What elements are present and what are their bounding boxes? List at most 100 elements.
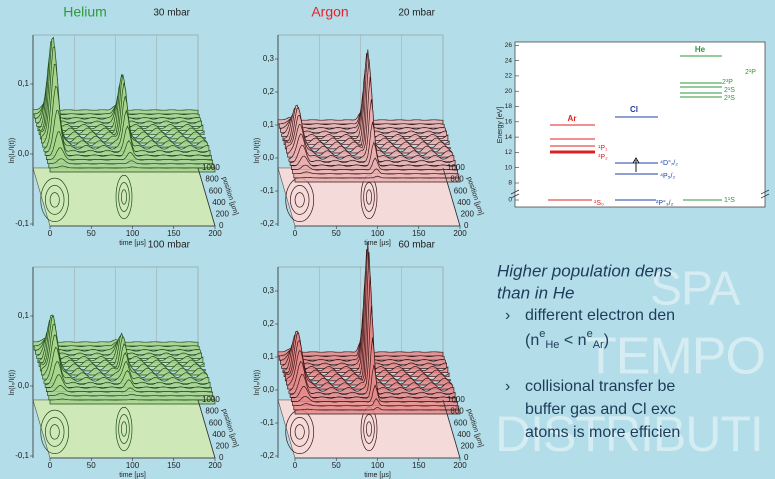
- x-tick-label: 0: [48, 229, 53, 238]
- depth-tick-label: 400: [212, 430, 226, 439]
- level-label: 2³S: [724, 95, 735, 102]
- y-tick-label: -0,2: [260, 219, 274, 228]
- depth-tick-label: 800: [205, 175, 219, 184]
- panel-pressure: 100 mbar: [148, 240, 191, 251]
- x-tick-label: 200: [208, 229, 222, 238]
- formula-part: He: [545, 339, 559, 351]
- y-axis-label: ln(I₀/I(t)): [9, 370, 16, 395]
- x-tick-label: 0: [293, 461, 298, 470]
- depth-tick-label: 400: [212, 198, 226, 207]
- bullet-text: atoms is more efficien: [525, 424, 680, 441]
- depth-tick-label: 1000: [447, 395, 465, 404]
- depth-tick-label: 600: [454, 186, 468, 195]
- depth-tick-label: 800: [205, 407, 219, 416]
- level-label: ³P₂: [598, 154, 608, 161]
- bullet-mark: ›: [505, 307, 510, 324]
- x-tick-label: 100: [371, 229, 385, 238]
- bullet-mark: ›: [505, 378, 510, 395]
- x-axis-label: time [µs]: [119, 472, 146, 479]
- floor: [33, 400, 215, 458]
- slide: SPATEMPODISTRIBUTI-0,10,00,1ln(I₀/I(t))0…: [0, 0, 775, 479]
- x-tick-label: 0: [48, 461, 53, 470]
- species-label: Ar: [568, 114, 577, 123]
- level-label: ²P°₃/₂: [656, 199, 674, 207]
- y-tick-label: 0,1: [263, 120, 275, 129]
- depth-tick-label: 600: [454, 418, 468, 427]
- level-label: 2¹S: [724, 87, 735, 94]
- y-tick-label: 0,1: [263, 352, 275, 361]
- depth-tick-label: 0: [464, 453, 469, 462]
- depth-tick-label: 1000: [202, 163, 220, 172]
- waterfall-curve: [50, 399, 215, 404]
- species-label: Cl: [630, 105, 638, 114]
- y-tick-label: 14: [505, 134, 513, 141]
- depth-tick-label: 200: [461, 210, 475, 219]
- heading: than in He: [497, 283, 575, 302]
- y-axis-label: ln(I₀/I(t)): [9, 138, 16, 163]
- y-tick-label: 24: [505, 57, 513, 64]
- formula-part: Ar: [593, 339, 604, 351]
- y-axis-label: ln(I₀/I(t)): [254, 138, 261, 163]
- y-tick-label: 0,2: [263, 87, 275, 96]
- formula-part: (n: [525, 332, 539, 349]
- depth-tick-label: 200: [461, 442, 475, 451]
- x-tick-label: 50: [87, 229, 96, 238]
- y-tick-label: 0,0: [263, 153, 275, 162]
- bullet-text: collisional transfer be: [525, 378, 675, 395]
- page: {"panels": [ {"gas": "Helium", "pressure…: [0, 0, 775, 479]
- y-tick-label: 0,0: [18, 149, 30, 158]
- x-tick-label: 150: [412, 461, 426, 470]
- species-label: He: [695, 45, 706, 54]
- y-tick-label: 16: [505, 119, 513, 126]
- y-tick-label: 0,0: [18, 381, 30, 390]
- heading: Higher population dens: [497, 261, 672, 280]
- depth-tick-label: 1000: [202, 395, 220, 404]
- level-label: ⁴P₅/₂: [660, 173, 675, 180]
- level-label: 1¹S: [724, 197, 735, 204]
- y-tick-label: 18: [505, 103, 513, 110]
- depth-tick-label: 600: [209, 186, 223, 195]
- x-tick-label: 100: [126, 229, 140, 238]
- depth-tick-label: 400: [457, 198, 471, 207]
- x-tick-label: 150: [412, 229, 426, 238]
- level-label: ⁴D°₇/₂: [660, 159, 678, 167]
- y-tick-label: -0,1: [15, 451, 29, 460]
- level-label: 2³P: [722, 79, 733, 86]
- depth-tick-label: 0: [219, 221, 224, 230]
- formula-part: ): [604, 332, 609, 349]
- panel-title: Argon: [311, 4, 348, 20]
- x-tick-label: 200: [453, 229, 467, 238]
- y-tick-label: 10: [505, 164, 513, 171]
- x-tick-label: 150: [167, 229, 181, 238]
- level-label: ¹P₁: [598, 145, 608, 152]
- depth-tick-label: 0: [219, 453, 224, 462]
- y-axis-label: ln(I₀/I(t)): [254, 370, 261, 395]
- panel-title: Helium: [63, 4, 107, 20]
- bullet-text: buffer gas and Cl exc: [525, 401, 676, 418]
- energy-diagram: 08101214161820222426Energy [eV]ArClHe2¹P…: [497, 42, 769, 207]
- x-tick-label: 50: [332, 461, 341, 470]
- panel-pressure: 60 mbar: [398, 240, 435, 251]
- level-label: 2¹P: [745, 69, 756, 76]
- depth-tick-label: 600: [209, 418, 223, 427]
- y-tick-label: -0,2: [260, 451, 274, 460]
- depth-tick-label: 200: [216, 442, 230, 451]
- y-tick-label: -0,1: [15, 219, 29, 228]
- y-tick-label: 0,1: [18, 311, 30, 320]
- depth-tick-label: 800: [450, 175, 464, 184]
- bullet-text: different electron den: [525, 307, 675, 324]
- depth-tick-label: 1000: [447, 163, 465, 172]
- x-tick-label: 150: [167, 461, 181, 470]
- y-tick-label: 22: [505, 73, 513, 80]
- y-tick-label: 0,3: [263, 286, 275, 295]
- level-label: ¹S₀: [594, 200, 604, 207]
- depth-tick-label: 0: [464, 221, 469, 230]
- y-tick-label: 20: [505, 88, 513, 95]
- depth-tick-label: 200: [216, 210, 230, 219]
- floor: [33, 168, 215, 226]
- x-tick-label: 100: [126, 461, 140, 470]
- y-tick-label: -0,1: [260, 186, 274, 195]
- depth-tick-label: 400: [457, 430, 471, 439]
- y-tick-label: -0,1: [260, 418, 274, 427]
- x-axis-label: time [µs]: [119, 240, 146, 247]
